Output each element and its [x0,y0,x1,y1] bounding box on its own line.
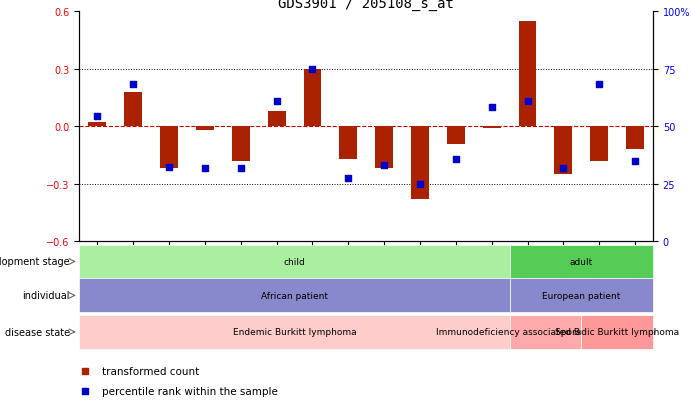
Text: Sporadic Burkitt lymphoma: Sporadic Burkitt lymphoma [555,328,679,337]
Text: European patient: European patient [542,291,621,300]
Text: development stage: development stage [0,257,70,267]
Bar [231,127,249,161]
Point [128,82,139,88]
Bar [411,127,429,199]
Point [343,175,354,182]
Bar [267,112,285,127]
Text: percentile rank within the sample: percentile rank within the sample [102,386,278,396]
Bar [518,22,536,127]
Title: GDS3901 / 205108_s_at: GDS3901 / 205108_s_at [278,0,454,12]
Point [164,164,175,171]
Text: Endemic Burkitt lymphoma: Endemic Burkitt lymphoma [233,328,357,337]
Bar [160,127,178,169]
Point [522,99,533,105]
Bar [626,127,644,150]
Bar [483,127,501,129]
Text: adult: adult [569,257,593,266]
Text: Immunodeficiency associated Burkitt lymphoma: Immunodeficiency associated Burkitt lymp… [436,328,655,337]
Point [79,387,91,394]
Bar [124,93,142,127]
Point [630,158,641,165]
Bar [447,127,465,144]
Point [451,156,462,163]
Text: African patient: African patient [261,291,328,300]
Bar [303,70,321,127]
Point [415,181,426,188]
Point [379,162,390,169]
Text: child: child [284,257,305,266]
Point [92,113,103,120]
Point [271,99,282,105]
Bar [196,127,214,131]
Point [558,166,569,172]
Bar [554,127,572,175]
Text: disease state: disease state [5,327,70,337]
Point [486,104,498,111]
Text: transformed count: transformed count [102,366,200,376]
Bar [88,123,106,127]
Point [200,166,211,172]
Bar [590,127,608,161]
Bar [375,127,393,169]
Text: individual: individual [22,291,70,301]
Point [594,82,605,88]
Bar [339,127,357,159]
Point [235,166,246,172]
Point [307,66,318,73]
Point [79,368,91,374]
